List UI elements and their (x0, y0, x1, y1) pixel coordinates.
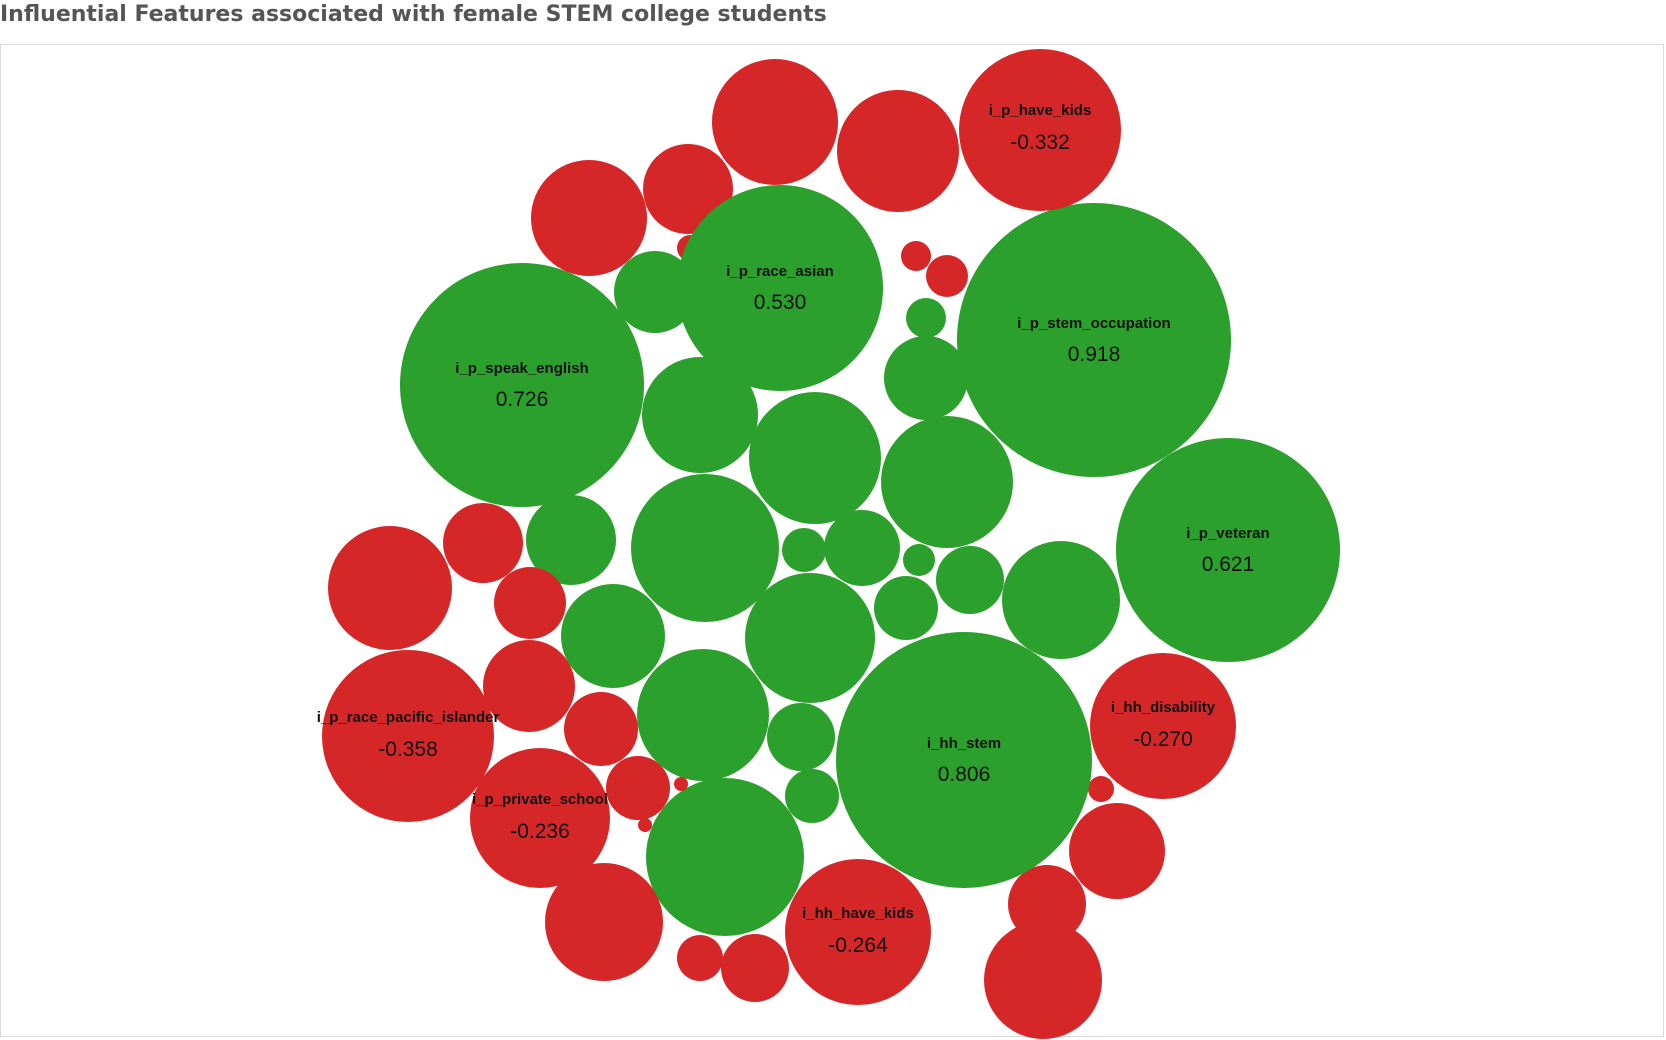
bubble-label: i_p_veteran (1186, 525, 1269, 542)
bubble-value: 0.918 (1068, 343, 1121, 366)
bubble-value: -0.270 (1133, 728, 1193, 751)
bubble (874, 576, 938, 640)
bubble-label: i_p_private_school (472, 791, 608, 808)
bubble-i-p-speak-english (400, 263, 644, 507)
bubble (606, 756, 670, 820)
bubble-value: -0.358 (378, 738, 438, 761)
bubble-label: i_p_have_kids (989, 102, 1092, 119)
bubble (564, 692, 638, 766)
bubble-label: i_hh_stem (927, 735, 1001, 752)
bubble (749, 392, 881, 524)
bubble (837, 90, 959, 212)
bubble (642, 357, 758, 473)
bubble-label: i_p_stem_occupation (1017, 315, 1170, 332)
bubble-value: -0.332 (1010, 131, 1070, 154)
bubble (1069, 803, 1165, 899)
bubble-label: i_hh_disability (1111, 699, 1216, 716)
bubble-value: 0.530 (754, 291, 807, 314)
bubble (561, 584, 665, 688)
bubble (824, 510, 900, 586)
bubble-value: 0.806 (938, 763, 991, 786)
bubble (545, 863, 663, 981)
bubble-label: i_p_race_asian (726, 263, 834, 280)
bubble (646, 778, 804, 936)
bubble (881, 416, 1013, 548)
bubble-i-p-private-school (470, 748, 610, 888)
bubble-value: -0.236 (510, 820, 570, 843)
bubble (614, 251, 696, 333)
bubble (936, 546, 1004, 614)
bubble (884, 336, 968, 420)
bubble (531, 160, 647, 276)
bubble-label: i_p_race_pacific_islander (317, 709, 500, 726)
bubble (785, 769, 839, 823)
bubble (901, 241, 931, 271)
bubble (926, 255, 968, 297)
bubble (906, 298, 946, 338)
bubble (526, 495, 616, 585)
bubble-value: 0.621 (1202, 553, 1255, 576)
bubble (631, 474, 779, 622)
chart-title: Influential Features associated with fem… (0, 2, 827, 27)
bubble (638, 818, 652, 832)
bubble (1088, 776, 1114, 802)
bubble (443, 503, 523, 583)
bubble (674, 777, 688, 791)
bubble (1002, 541, 1120, 659)
bubble-value: -0.264 (828, 934, 888, 957)
bubble (483, 640, 575, 732)
bubble-label: i_hh_have_kids (802, 905, 914, 922)
bubble (712, 59, 838, 185)
bubble-i-p-veteran (1116, 438, 1340, 662)
bubble (984, 921, 1102, 1039)
bubble (328, 526, 452, 650)
bubble-i-p-have-kids (959, 49, 1121, 211)
bubble (643, 144, 733, 234)
bubble (767, 703, 835, 771)
bubble-i-p-stem-occupation (957, 203, 1231, 477)
bubble (494, 567, 566, 639)
bubble (782, 528, 826, 572)
plot-area (0, 44, 1664, 1037)
bubble (677, 935, 723, 981)
bubble-i-p-race-pacific-islander (322, 650, 494, 822)
bubble-i-hh-disability (1090, 653, 1236, 799)
bubble (903, 544, 935, 576)
bubble (745, 573, 875, 703)
bubble-value: 0.726 (496, 388, 549, 411)
bubble-i-hh-have-kids (785, 859, 931, 1005)
bubble (721, 934, 789, 1002)
bubble-i-p-race-asian (677, 185, 883, 391)
bubble (637, 649, 769, 781)
bubble-i-hh-stem (836, 632, 1092, 888)
bubble-label: i_p_speak_english (455, 360, 588, 377)
